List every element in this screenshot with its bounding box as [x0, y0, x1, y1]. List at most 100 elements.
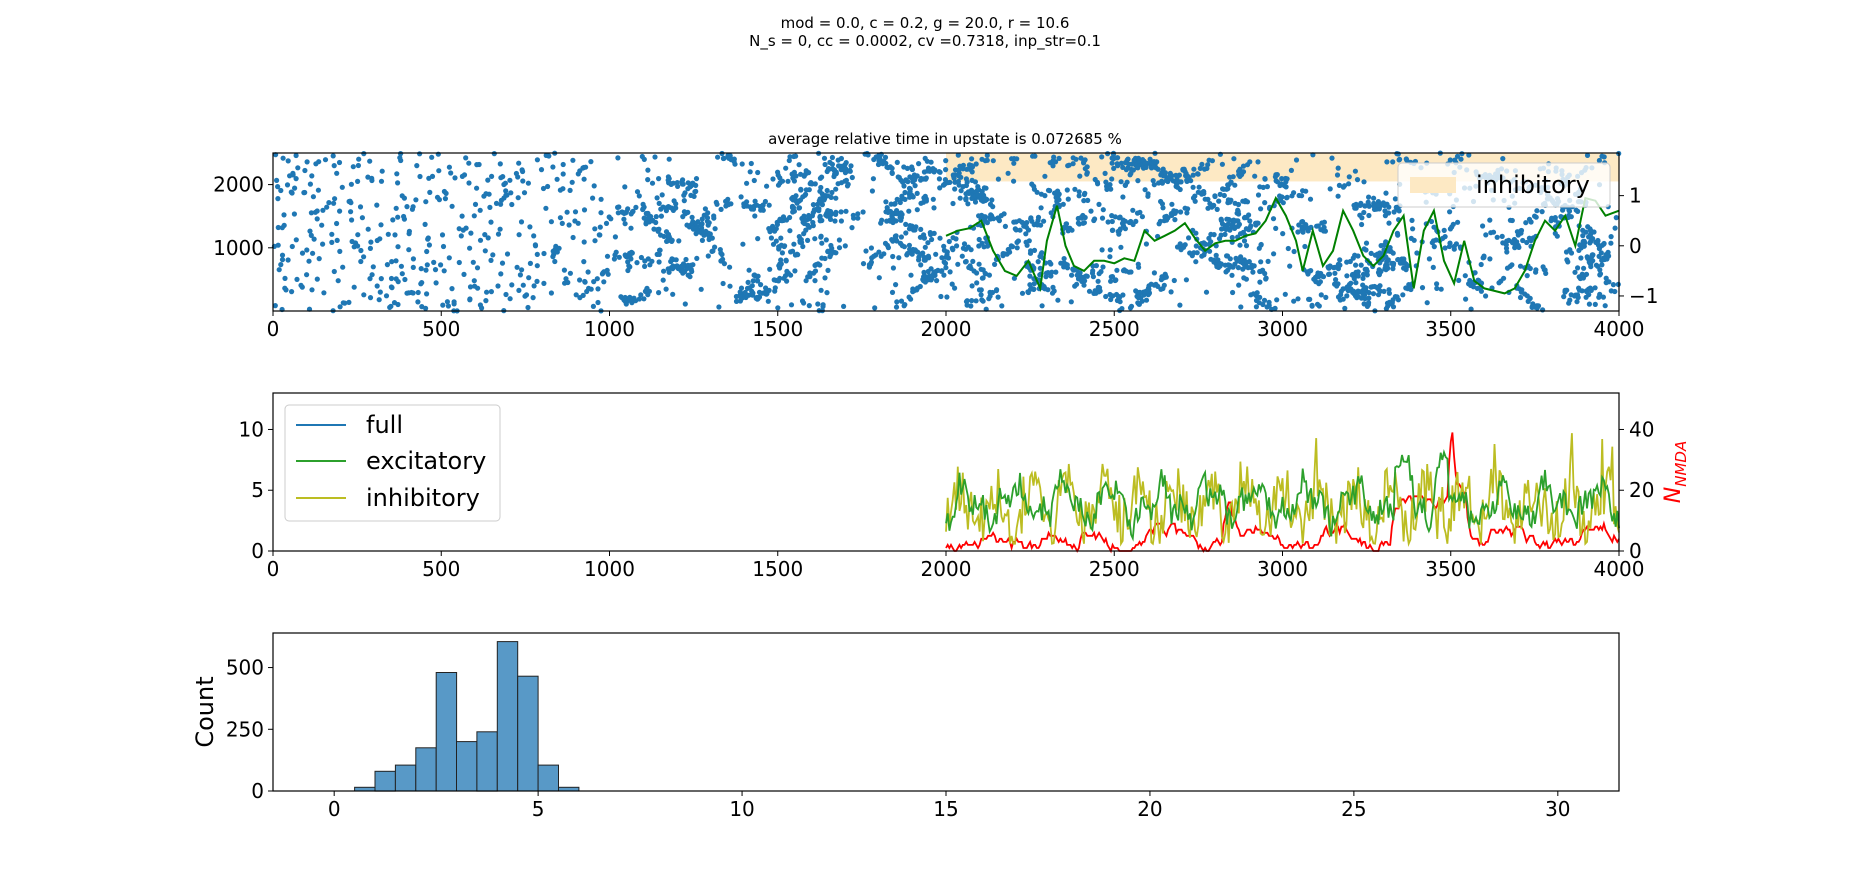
spike-dot [1384, 263, 1390, 270]
spike-dot [1346, 174, 1352, 180]
spike-dot [334, 237, 340, 243]
spike-dot [933, 251, 939, 257]
spike-dot [922, 155, 928, 161]
spike-dot [377, 236, 383, 242]
spike-dot [1567, 297, 1573, 303]
spike-dot [981, 192, 987, 198]
spike-dot [798, 186, 804, 192]
spike-dot [1192, 193, 1198, 199]
spike-dot [440, 302, 446, 308]
spike-dot [1105, 151, 1111, 157]
spike-dot [1143, 241, 1149, 247]
spike-dot [1580, 227, 1586, 233]
spike-dot [1092, 176, 1098, 183]
spike-dot [404, 204, 410, 210]
spike-dot [1114, 267, 1120, 273]
spike-dot [1424, 300, 1430, 306]
spike-dot [770, 176, 776, 182]
spike-dot [791, 153, 797, 160]
spike-dot [292, 185, 298, 191]
spike-dot [943, 167, 949, 173]
spike-dot [975, 192, 981, 198]
spike-dot [1082, 214, 1088, 221]
spike-dot [1107, 291, 1113, 298]
spike-dot [367, 295, 374, 301]
spike-dot [925, 268, 931, 275]
spike-dot [810, 202, 817, 208]
spike-dot [1366, 203, 1372, 209]
spike-dot [516, 232, 522, 238]
spike-dot [594, 276, 600, 282]
spike-dot [1043, 270, 1050, 276]
spike-dot [1180, 167, 1186, 173]
spike-dot [530, 295, 536, 301]
spike-dot [1361, 301, 1367, 307]
raster-y-tick-label: 1000 [213, 236, 264, 260]
spike-dot [387, 304, 393, 310]
spike-dot [1357, 212, 1363, 218]
spike-dot [1434, 285, 1440, 291]
spike-dot [1118, 160, 1124, 166]
spike-dot [903, 221, 909, 227]
spike-dot [787, 228, 793, 234]
spike-dot [471, 213, 477, 219]
spike-dot [1237, 242, 1243, 248]
spike-dot [727, 264, 733, 270]
spike-dot [818, 234, 824, 240]
spike-dot [378, 276, 384, 282]
spike-dot [334, 220, 340, 227]
spike-dot [1335, 193, 1341, 199]
spike-dot [299, 250, 306, 256]
spike-dot [849, 225, 855, 231]
spike-dot [1378, 268, 1384, 275]
spike-dot [577, 277, 583, 283]
spike-dot [310, 250, 316, 256]
spike-dot [902, 302, 908, 308]
spike-dot [1237, 231, 1244, 237]
spike-dot [361, 254, 367, 260]
spike-dot [698, 286, 704, 292]
spike-dot [823, 237, 829, 243]
spike-dot [1021, 223, 1027, 229]
spike-dot [1203, 289, 1210, 295]
spike-dot [1326, 271, 1332, 277]
spike-dot [1169, 173, 1175, 179]
spike-dot [1130, 167, 1136, 173]
spike-dot [656, 251, 662, 257]
spike-dot [907, 174, 913, 180]
spike-dot [1102, 170, 1108, 176]
spike-dot [969, 298, 975, 304]
spike-dot [1599, 153, 1605, 159]
spike-dot [424, 262, 430, 268]
spike-dot [941, 243, 947, 249]
spike-dot [1291, 298, 1297, 304]
excitatory-rate-line [945, 449, 1620, 542]
spike-dot [1029, 181, 1035, 187]
spike-dot [690, 180, 696, 186]
spike-dot [681, 268, 687, 274]
spike-dot [699, 221, 705, 227]
spike-dot [1231, 217, 1237, 223]
rates-x-ticks: 0 500 1000 1500 2000 2500 3000 3500 4000 [267, 551, 1644, 581]
spike-dot [1353, 280, 1359, 286]
spike-dot [666, 269, 672, 275]
raster-y2-tick-label: 1 [1629, 184, 1642, 208]
spike-dot [534, 263, 540, 269]
spike-dot [467, 297, 473, 303]
spike-dot [552, 246, 558, 252]
spike-dot [1581, 238, 1587, 244]
spike-dot [322, 157, 329, 163]
rates-panel: 0 500 1000 1500 2000 2500 3000 3500 4000 0 5 10 0 2… [239, 392, 1690, 581]
spike-dot [595, 299, 601, 306]
spike-dot [1227, 199, 1233, 205]
spike-dot [1362, 203, 1368, 209]
spike-dot [1116, 294, 1122, 301]
spike-dot [1257, 268, 1263, 275]
spike-dot [1011, 275, 1018, 281]
spike-dot [818, 200, 824, 206]
spike-dot [1472, 270, 1478, 276]
spike-dot [1533, 267, 1539, 273]
spike-dot [889, 170, 895, 176]
spike-dot [982, 218, 988, 224]
spike-dot [1183, 277, 1189, 283]
